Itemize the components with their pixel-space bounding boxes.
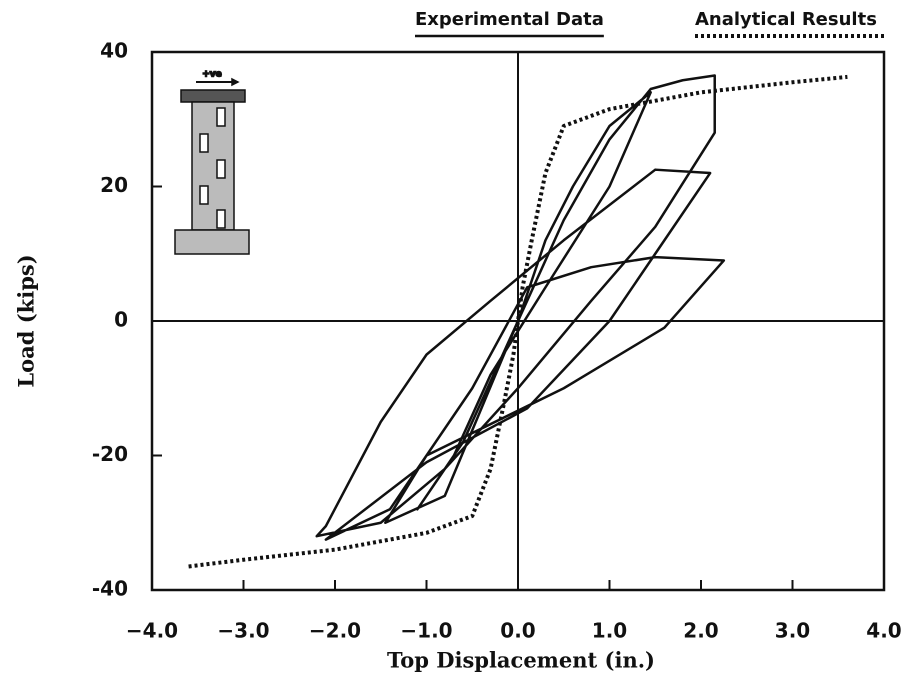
series-line <box>188 74 848 569</box>
legend-label: Analytical Results <box>695 9 877 30</box>
x-tick-label: 4.0 <box>866 619 901 643</box>
series-line <box>315 74 726 541</box>
y-tick-label: -20 <box>92 442 128 466</box>
y-axis-label: Load (kips) <box>14 254 39 387</box>
icon-label: +ve <box>202 70 222 80</box>
y-tick-label: 40 <box>100 39 128 63</box>
y-tick-label: 20 <box>100 173 128 197</box>
x-axis-label: Top Displacement (in.) <box>387 648 655 673</box>
x-tick-label: 2.0 <box>683 619 718 643</box>
legend-label: Experimental Data <box>415 9 604 30</box>
y-tick-label: 0 <box>114 308 128 332</box>
x-tick-label: 3.0 <box>775 619 810 643</box>
x-tick-label: −3.0 <box>217 619 269 643</box>
x-tick-label: 1.0 <box>592 619 627 643</box>
building-icon: +ve <box>174 69 250 255</box>
x-tick-label: −4.0 <box>126 619 178 643</box>
y-tick-label: -40 <box>92 577 128 601</box>
x-tick-label: 0.0 <box>500 619 535 643</box>
x-tick-label: −1.0 <box>400 619 452 643</box>
x-tick-label: −2.0 <box>309 619 361 643</box>
